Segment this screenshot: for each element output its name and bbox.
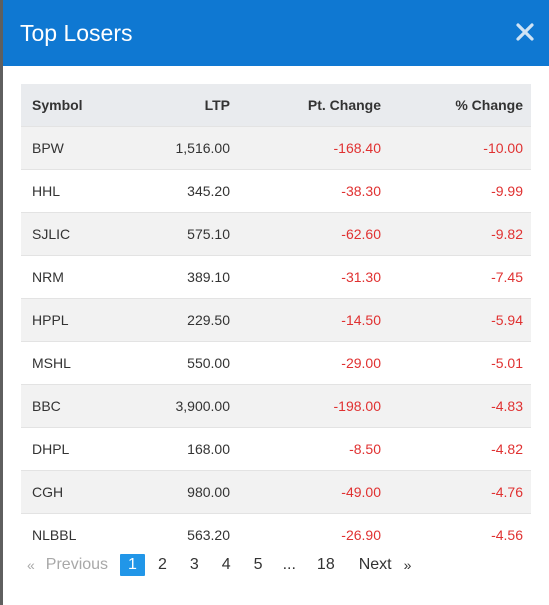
next-arrow[interactable]: »	[403, 557, 412, 573]
table-row[interactable]: NLBBL 563.20 -26.90 -4.56	[21, 512, 531, 556]
cell-pct-change: -4.82	[385, 426, 531, 470]
cell-pct-change: -7.45	[385, 254, 531, 298]
page-2-button[interactable]: 2	[157, 556, 167, 573]
cell-symbol: HPPL	[21, 297, 125, 341]
page-backdrop	[0, 0, 4, 605]
close-icon	[516, 23, 534, 41]
cell-ltp: 1,516.00	[125, 125, 239, 169]
modal-title: Top Losers	[20, 20, 133, 46]
page-18-button[interactable]: 18	[316, 556, 335, 573]
cell-pct-change: -9.99	[385, 168, 531, 212]
page-4-button[interactable]: 4	[221, 556, 231, 573]
pagination: « Previous 1 2 3 4 5 ... 18 Next »	[27, 552, 411, 578]
cell-ltp: 229.50	[125, 297, 239, 341]
previous-button: Previous	[45, 556, 109, 573]
cell-pct-change: -4.76	[385, 469, 531, 513]
table-row[interactable]: BPW 1,516.00 -168.40 -10.00	[21, 125, 531, 169]
cell-ltp: 575.10	[125, 211, 239, 255]
cell-pt-change: -168.40	[239, 125, 385, 169]
top-losers-modal: Top Losers Symbol LTP Pt. Change % Chang…	[3, 0, 549, 605]
header-pct-change[interactable]: % Change	[385, 84, 531, 126]
cell-symbol: BPW	[21, 125, 125, 169]
cell-symbol: SJLIC	[21, 211, 125, 255]
losers-table-wrapper: Symbol LTP Pt. Change % Change BPW 1,516.…	[21, 84, 531, 556]
losers-table: Symbol LTP Pt. Change % Change BPW 1,516.…	[21, 84, 531, 556]
cell-pct-change: -4.56	[385, 512, 531, 556]
table-row[interactable]: HHL 345.20 -38.30 -9.99	[21, 168, 531, 212]
cell-pt-change: -31.30	[239, 254, 385, 298]
pagination-ellipsis: ...	[282, 556, 296, 573]
table-row[interactable]: BBC 3,900.00 -198.00 -4.83	[21, 383, 531, 427]
page-1-button[interactable]: 1	[120, 554, 145, 576]
page-3-button[interactable]: 3	[189, 556, 199, 573]
close-button[interactable]	[513, 20, 537, 44]
cell-ltp: 168.00	[125, 426, 239, 470]
table-header-row: Symbol LTP Pt. Change % Change	[21, 84, 531, 126]
header-ltp[interactable]: LTP	[125, 84, 239, 126]
page-5-button[interactable]: 5	[253, 556, 263, 573]
cell-pt-change: -26.90	[239, 512, 385, 556]
cell-pt-change: -14.50	[239, 297, 385, 341]
cell-ltp: 389.10	[125, 254, 239, 298]
cell-pct-change: -5.94	[385, 297, 531, 341]
cell-symbol: NLBBL	[21, 512, 125, 556]
cell-ltp: 3,900.00	[125, 383, 239, 427]
cell-symbol: DHPL	[21, 426, 125, 470]
cell-pct-change: -4.83	[385, 383, 531, 427]
cell-pt-change: -62.60	[239, 211, 385, 255]
cell-symbol: HHL	[21, 168, 125, 212]
cell-symbol: CGH	[21, 469, 125, 513]
table-row[interactable]: DHPL 168.00 -8.50 -4.82	[21, 426, 531, 470]
cell-ltp: 345.20	[125, 168, 239, 212]
cell-symbol: MSHL	[21, 340, 125, 384]
cell-pt-change: -49.00	[239, 469, 385, 513]
table-row[interactable]: MSHL 550.00 -29.00 -5.01	[21, 340, 531, 384]
cell-pct-change: -10.00	[385, 125, 531, 169]
cell-pt-change: -198.00	[239, 383, 385, 427]
cell-pt-change: -38.30	[239, 168, 385, 212]
header-pt-change[interactable]: Pt. Change	[239, 84, 385, 126]
table-row[interactable]: CGH 980.00 -49.00 -4.76	[21, 469, 531, 513]
cell-pt-change: -29.00	[239, 340, 385, 384]
cell-symbol: BBC	[21, 383, 125, 427]
cell-symbol: NRM	[21, 254, 125, 298]
header-symbol[interactable]: Symbol	[21, 84, 125, 126]
cell-pct-change: -5.01	[385, 340, 531, 384]
next-button[interactable]: Next	[358, 556, 392, 573]
cell-pct-change: -9.82	[385, 211, 531, 255]
modal-header: Top Losers	[3, 0, 549, 66]
cell-ltp: 980.00	[125, 469, 239, 513]
cell-ltp: 550.00	[125, 340, 239, 384]
cell-pt-change: -8.50	[239, 426, 385, 470]
cell-ltp: 563.20	[125, 512, 239, 556]
table-row[interactable]: NRM 389.10 -31.30 -7.45	[21, 254, 531, 298]
table-row[interactable]: HPPL 229.50 -14.50 -5.94	[21, 297, 531, 341]
previous-arrow: «	[27, 557, 35, 573]
table-row[interactable]: SJLIC 575.10 -62.60 -9.82	[21, 211, 531, 255]
